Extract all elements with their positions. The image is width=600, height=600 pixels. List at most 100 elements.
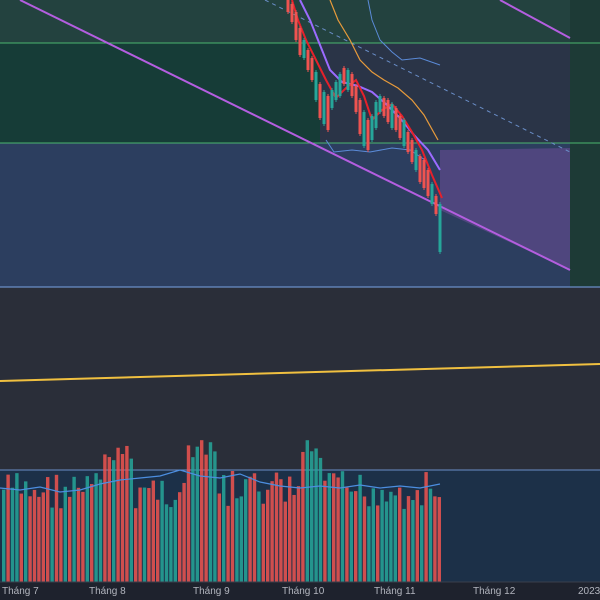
bollinger-upper — [367, 0, 441, 66]
volume-bar — [204, 454, 208, 582]
volume-bar — [296, 486, 301, 582]
volume-bar — [433, 496, 437, 582]
volume-bar — [134, 508, 138, 582]
volume-bar — [200, 440, 204, 582]
volume-bar — [389, 491, 393, 582]
candle-body — [362, 112, 366, 146]
zone-dark-teal — [0, 43, 320, 143]
volume-bar — [428, 488, 433, 582]
volume-bar — [186, 445, 191, 582]
volume-ma-line — [0, 469, 441, 493]
volume-bar — [327, 473, 331, 582]
candle-body — [322, 92, 326, 124]
volume-bar — [402, 508, 406, 582]
candle-body — [318, 84, 322, 118]
volume-bar — [323, 480, 327, 582]
candle-body — [366, 120, 370, 150]
candle-body — [410, 140, 414, 162]
candle-body — [314, 72, 318, 100]
volume-bar — [37, 496, 41, 582]
candlestick-series — [286, 0, 442, 254]
volume-bar — [270, 481, 274, 582]
volume-bar — [288, 476, 292, 582]
volume-bar — [244, 479, 248, 582]
volume-bar — [76, 487, 81, 582]
candle-body — [430, 184, 434, 204]
volume-bar — [358, 474, 362, 582]
channel-lower-line — [19, 0, 571, 271]
volume-bar — [349, 491, 353, 582]
candle-body — [354, 86, 358, 112]
volume-bar — [283, 501, 287, 582]
candle-body — [342, 68, 346, 84]
candle-body — [290, 4, 294, 22]
indicator-yellow-line — [0, 363, 600, 382]
candle-body — [346, 70, 350, 90]
volume-bar — [318, 457, 323, 582]
volume-bar — [15, 473, 19, 582]
channel-upper-line — [499, 0, 571, 39]
candle-body — [334, 82, 338, 100]
volume-bar — [292, 494, 296, 582]
volume-bar — [107, 457, 111, 582]
volume-bar — [138, 487, 142, 582]
candle-body — [418, 156, 422, 182]
volume-bar — [2, 489, 6, 582]
volume-bar — [217, 493, 221, 582]
x-tick-label-6: 2023 — [578, 586, 600, 597]
channel-midline — [264, 0, 571, 153]
candle-body — [310, 58, 314, 80]
volume-bar — [142, 487, 147, 582]
candle-body — [298, 28, 302, 55]
volume-bar — [384, 501, 389, 582]
candle-body — [330, 90, 334, 108]
volume-bar — [120, 454, 125, 582]
volume-bar — [182, 482, 186, 582]
volume-bar — [129, 458, 133, 582]
volume-bar — [222, 475, 226, 582]
volume-bar — [41, 492, 45, 582]
candle-body — [434, 196, 438, 214]
volume-bar — [54, 474, 59, 582]
volume-bar — [411, 500, 415, 582]
volume-bar — [164, 504, 169, 582]
volume-bar — [314, 448, 318, 582]
candle-body — [306, 50, 310, 70]
candle-body — [402, 120, 406, 146]
volume-bar — [266, 489, 270, 582]
volume-bar — [173, 499, 177, 582]
volume-bar — [103, 454, 107, 582]
volume-bar — [81, 491, 85, 582]
x-tick-label-4: Tháng 11 — [374, 586, 416, 597]
volume-bar — [420, 505, 424, 582]
volume-bar — [371, 488, 375, 582]
volume-bar — [85, 476, 89, 582]
volume-bar — [415, 490, 419, 582]
volume-bar — [191, 457, 195, 582]
volume-bar — [19, 493, 23, 582]
volume-bar — [68, 496, 72, 582]
volume-bar — [301, 451, 305, 582]
volume-bars — [2, 440, 441, 582]
volume-bar — [393, 495, 397, 582]
volume-bar — [261, 503, 265, 582]
volume-bar — [239, 496, 243, 582]
ema-slow-line — [299, 0, 441, 171]
volume-bar — [310, 451, 314, 582]
candle-body — [382, 98, 386, 116]
candle-body — [302, 40, 306, 58]
x-tick-label-3: Tháng 10 — [282, 586, 325, 597]
volume-bar — [213, 451, 217, 582]
candle-body — [326, 96, 330, 130]
candle-body — [374, 102, 378, 128]
volume-bar — [156, 499, 160, 582]
volume-bar — [208, 442, 213, 582]
volume-bar — [195, 446, 199, 582]
volume-bar — [178, 492, 182, 582]
volume-bar — [169, 507, 173, 582]
candle-body — [370, 116, 374, 140]
volume-bar — [151, 480, 155, 582]
candle-body — [390, 104, 394, 128]
